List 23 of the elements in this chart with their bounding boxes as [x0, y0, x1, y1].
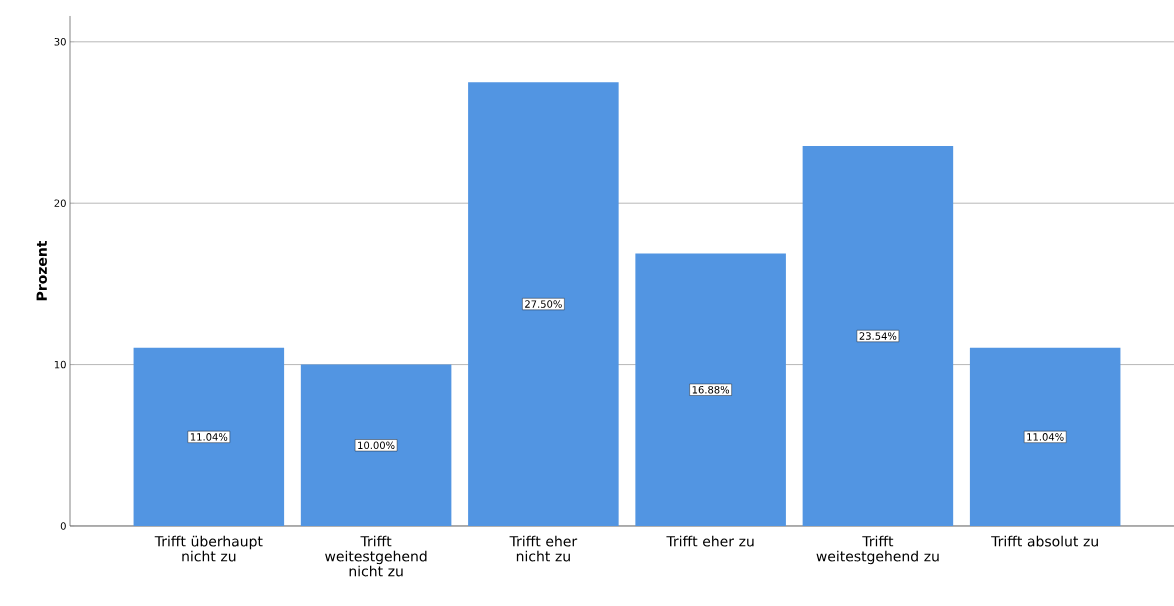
y-tick-label: 0: [60, 522, 66, 530]
bar: [802, 146, 954, 526]
y-tick-label: 10: [54, 360, 66, 369]
x-tick-label: Trifft überhaupt nicht zu: [154, 535, 263, 562]
bar: [133, 347, 285, 526]
bar: [635, 253, 786, 526]
x-tick-label: Trifft eher nicht zu: [509, 535, 578, 562]
x-tick-label: Trifft absolut zu: [991, 535, 1098, 547]
data-label: 11.04%: [190, 433, 228, 441]
x-tick-label: Trifft weitestgehend nicht zu: [325, 535, 427, 577]
x-tick-label: Trifft eher zu: [666, 535, 754, 547]
bar: [468, 82, 619, 526]
x-tick-label: Trifft weitestgehend zu: [816, 535, 939, 565]
data-label: 16.88%: [692, 385, 730, 394]
y-tick-label: 30: [54, 38, 66, 46]
y-tick-label: 20: [54, 199, 66, 207]
data-label: 23.54%: [859, 332, 897, 340]
bar: [969, 347, 1121, 526]
bar: [300, 364, 452, 526]
y-axis-title: Prozent: [36, 240, 47, 301]
data-label: 27.50%: [525, 300, 562, 308]
data-label: 10.00%: [358, 441, 395, 450]
data-label: 11.04%: [1027, 433, 1064, 441]
